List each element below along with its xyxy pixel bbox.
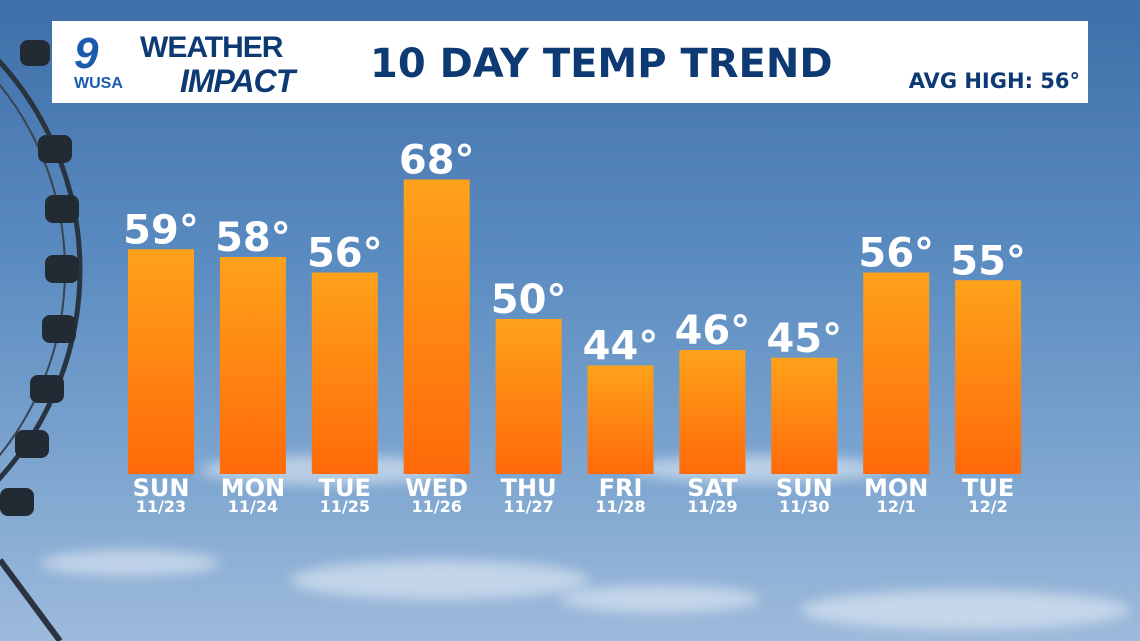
day-label: SUN xyxy=(133,474,190,502)
value-label: 58° xyxy=(215,215,291,261)
brand-impact: IMPACT xyxy=(180,63,295,99)
date-label: 11/25 xyxy=(320,497,370,516)
bar-2 xyxy=(311,272,378,474)
cloud xyxy=(800,590,1130,630)
bar-5 xyxy=(587,365,654,474)
bar-6 xyxy=(679,350,746,474)
bar-4 xyxy=(495,319,562,474)
value-label: 46° xyxy=(675,308,751,354)
day-label: SUN xyxy=(776,474,833,502)
day-label: MON xyxy=(221,474,285,502)
value-label: 50° xyxy=(491,277,567,323)
date-label: 11/27 xyxy=(503,497,553,516)
chart-title: 10 DAY TEMP TREND xyxy=(370,41,833,87)
date-label: 11/30 xyxy=(779,497,829,516)
bar-7 xyxy=(771,357,838,474)
bar-9 xyxy=(955,280,1022,474)
date-label: 11/23 xyxy=(136,497,186,516)
day-label: MON xyxy=(864,474,928,502)
cloud xyxy=(560,585,760,613)
bar-1 xyxy=(219,257,286,474)
value-label: 68° xyxy=(399,138,475,184)
cloud xyxy=(290,560,590,600)
value-label: 55° xyxy=(950,238,1026,284)
date-label: 11/24 xyxy=(228,497,278,516)
ferris-wheel-image xyxy=(0,40,83,641)
day-label: SAT xyxy=(687,474,738,502)
avg-high: AVG HIGH: 56° xyxy=(908,69,1080,93)
station-logo-text: WUSA xyxy=(74,75,123,92)
bar-0 xyxy=(128,249,194,474)
bar-3 xyxy=(403,179,470,474)
date-label: 12/1 xyxy=(877,497,916,516)
value-label: 59° xyxy=(123,207,199,253)
value-label: 56° xyxy=(858,231,934,277)
day-label: TUE xyxy=(962,474,1014,502)
date-label: 11/29 xyxy=(687,497,737,516)
cloud xyxy=(40,550,220,576)
date-label: 11/28 xyxy=(595,497,645,516)
day-label: TUE xyxy=(319,474,371,502)
day-label: WED xyxy=(405,474,468,502)
value-label: 45° xyxy=(766,316,842,362)
date-label: 12/2 xyxy=(968,497,1007,516)
header-banner: 9 WUSA WEATHER IMPACT 10 DAY TEMP TREND … xyxy=(52,21,1088,103)
brand-weather: WEATHER xyxy=(140,31,283,64)
value-label: 44° xyxy=(583,324,659,370)
station-logo: 9 xyxy=(74,29,99,78)
cloud xyxy=(630,455,890,483)
day-label: THU xyxy=(501,474,557,502)
value-label: 56° xyxy=(307,231,383,277)
date-label: 11/26 xyxy=(412,497,462,516)
day-label: FRI xyxy=(599,474,643,502)
bar-8 xyxy=(863,272,930,474)
